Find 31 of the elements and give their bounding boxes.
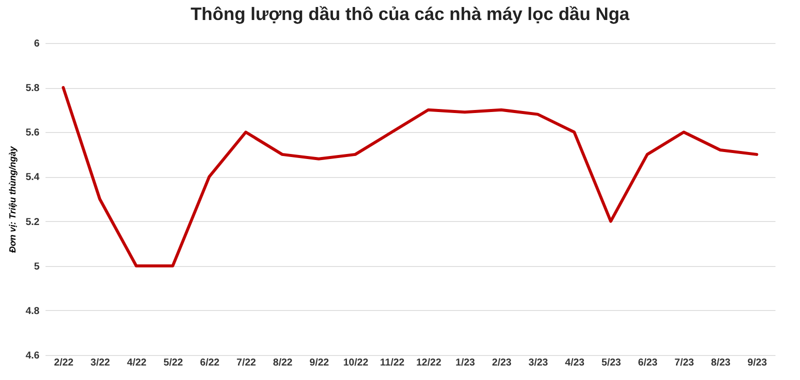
y-tick-label: 5.8 [26,83,40,94]
x-tick-label: 11/22 [380,358,405,368]
chart-title: Thông lượng dầu thô của các nhà máy lọc dầu Nga [190,4,630,24]
x-tick-label: 3/22 [90,358,110,368]
y-tick-label: 5 [34,261,40,272]
x-tick-label: 6/23 [638,358,658,368]
x-tick-label: 12/22 [416,358,442,368]
x-tick-label: 6/22 [200,358,220,368]
x-tick-label: 9/22 [310,358,330,368]
y-tick-label: 5.4 [26,172,40,184]
x-tick-label: 2/22 [54,358,74,368]
x-tick-label: 1/23 [456,358,476,368]
y-tick-label: 6 [34,38,40,50]
y-axis-title: Đơn vị: Triệu thùng/ngày [8,145,18,253]
y-tick-label: 4.8 [26,306,40,317]
y-tick-label: 5.2 [26,216,40,228]
x-tick-label: 5/23 [602,358,622,368]
x-tick-label: 4/22 [127,358,147,368]
x-tick-label: 2/23 [492,358,512,368]
x-tick-label: 7/23 [674,358,694,368]
x-tick-label: 7/22 [236,358,256,368]
y-tick-label: 5.6 [26,128,40,139]
x-tick-label: 8/22 [273,358,293,368]
x-tick-label: 10/22 [343,358,369,368]
x-tick-label: 8/23 [711,358,731,368]
y-tick-label: 4.6 [26,350,40,362]
x-tick-label: 4/23 [565,358,585,368]
x-tick-label: 9/23 [748,358,768,368]
x-tick-label: 5/22 [164,358,184,368]
x-tick-label: 3/23 [528,358,548,368]
line-series [62,86,758,268]
